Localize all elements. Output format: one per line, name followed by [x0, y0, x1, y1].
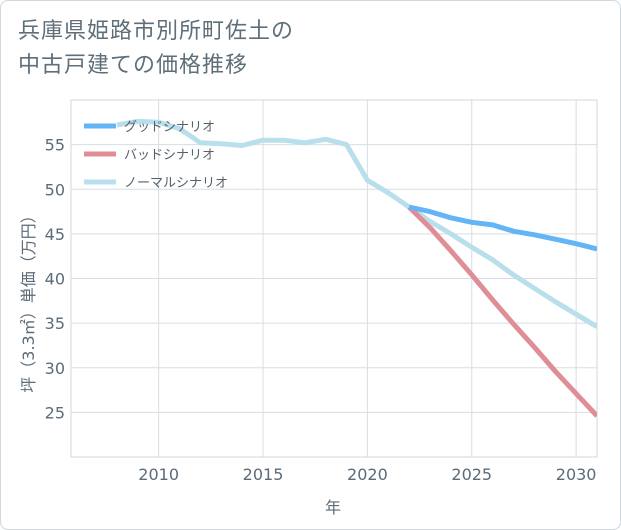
tick-labels: 25 30 35 40 45 50 55 2010 2015 2020 2025 2030 [45, 136, 597, 484]
plot-border [70, 99, 598, 458]
y-axis-label: 坪（3.3㎡）単価（万円） [19, 207, 38, 392]
y-tick-label: 25 [45, 403, 65, 422]
y-tick-label: 40 [45, 270, 65, 289]
legend-label-1: バッドシナリオ [124, 148, 215, 163]
series-line-0 [408, 204, 597, 252]
x-tick-label: 2030 [556, 465, 597, 484]
y-tick-label: 50 [45, 180, 65, 199]
y-tick-label: 35 [45, 314, 65, 333]
series-line-1 [407, 205, 597, 418]
y-tick-label: 30 [45, 359, 65, 378]
x-tick-label: 2020 [347, 465, 388, 484]
chart-title: 兵庫県姫路市別所町佐土の 中古戸建ての価格推移 [18, 15, 578, 83]
legend-label-0: グッドシナリオ [124, 120, 215, 135]
gridlines [71, 100, 597, 457]
x-tick-label: 2010 [138, 465, 179, 484]
y-tick-label: 45 [45, 225, 65, 244]
x-tick-label: 2015 [243, 465, 284, 484]
x-tick-label: 2025 [451, 465, 492, 484]
x-axis-label: 年 [325, 498, 341, 517]
series-line-2 [116, 118, 597, 329]
chart-title-line-2: 中古戸建ての価格推移 [18, 53, 249, 78]
axes [70, 99, 598, 458]
chart-title-line-1: 兵庫県姫路市別所町佐土の [18, 19, 295, 44]
legend-label-2: ノーマルシナリオ [124, 176, 228, 191]
series-lines [116, 118, 597, 418]
y-tick-label: 55 [45, 136, 65, 155]
